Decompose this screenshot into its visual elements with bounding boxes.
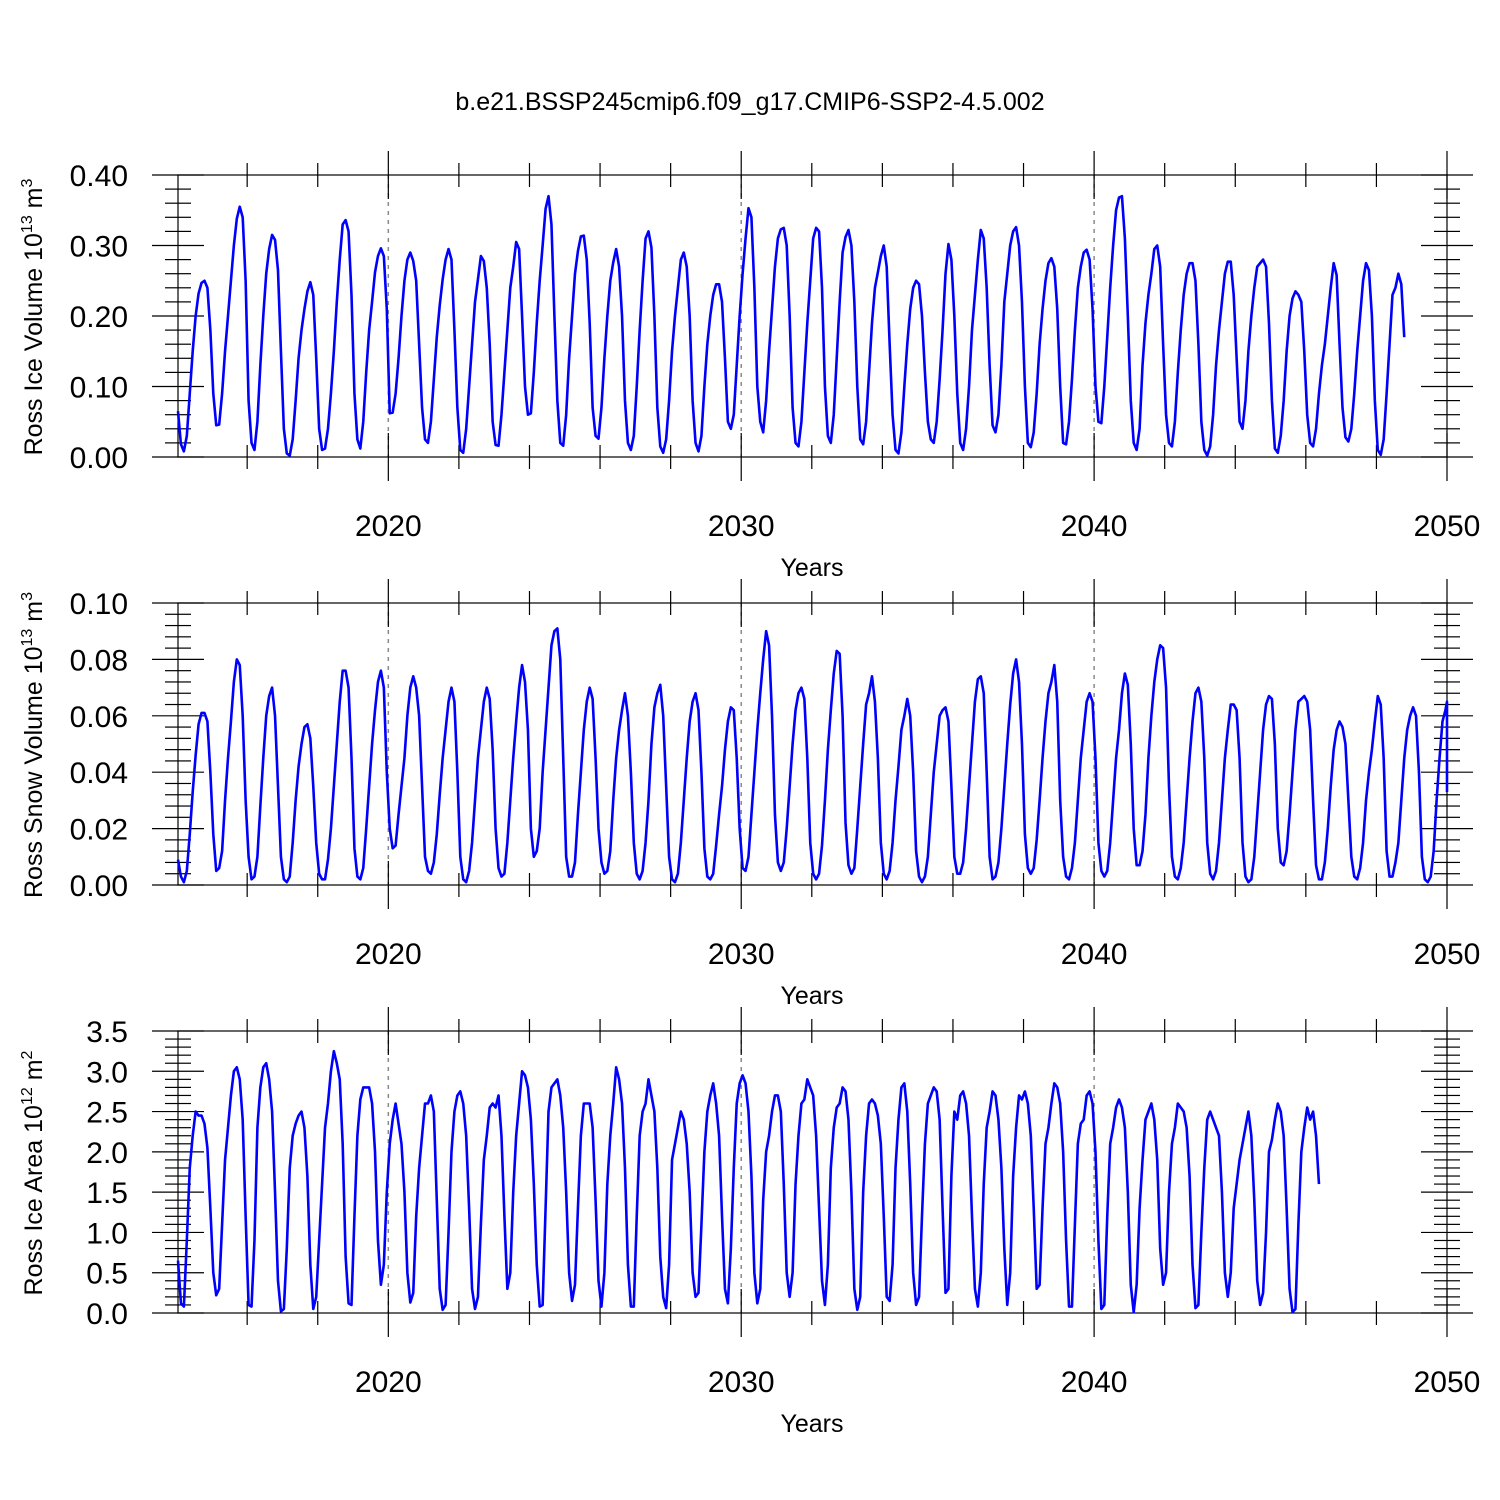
y-tick-label: 0.00	[70, 442, 128, 475]
x-tick-label: 2040	[1061, 938, 1128, 971]
plot-frame	[177, 1030, 1448, 1314]
x-axis-title: Years	[780, 554, 843, 582]
y-tick-label: 0.00	[70, 870, 128, 903]
x-tick-label: 2030	[708, 938, 775, 971]
x-tick-label: 2030	[708, 1366, 775, 1399]
x-tick-label: 2050	[1414, 510, 1481, 543]
y-tick-label: 0.06	[70, 701, 128, 734]
y-tick-label: 0.10	[70, 588, 128, 621]
y-axis-title: Ross Ice Area 1012 m2	[19, 1050, 48, 1295]
chart-panels: 0.00 0.10 0.20 0.30 0.40 2020 2030 2040 2050 Year…	[19, 151, 1480, 1438]
y-tick-label: 0.0	[86, 1298, 128, 1331]
x-tick-label: 2040	[1061, 510, 1128, 543]
x-tick-label: 2050	[1414, 1366, 1481, 1399]
x-tick-label: 2050	[1414, 938, 1481, 971]
y-tick-label: 3.0	[86, 1056, 128, 1089]
y-tick-label: 0.08	[70, 644, 128, 677]
chart-title: b.e21.BSSP245cmip6.f09_g17.CMIP6-SSP2-4.…	[455, 88, 1044, 116]
data-series-line	[176, 627, 1449, 884]
y-axis-title: Ross Snow Volume 1013 m3	[19, 592, 48, 898]
y-tick-label: 1.5	[86, 1177, 128, 1210]
y-tick-label: 0.04	[70, 757, 128, 790]
plot-frame	[177, 174, 1448, 458]
data-series-line	[176, 194, 1406, 457]
data-series-line	[176, 1049, 1321, 1314]
panel-ice-area: 0.0 0.5 1.0 1.5 2.0 2.5 3.0 3.5 2020 2030 2040 2050…	[19, 1007, 1480, 1438]
y-tick-label: 0.20	[70, 301, 128, 334]
x-tick-label: 2030	[708, 510, 775, 543]
y-tick-label: 0.30	[70, 231, 128, 264]
y-tick-label: 0.02	[70, 814, 128, 847]
y-tick-label: 2.0	[86, 1137, 128, 1170]
panel-snow-volume: 0.00 0.02 0.04 0.06 0.08 0.10 2020 2030 2040 2050…	[19, 579, 1480, 1010]
y-tick-label: 0.40	[70, 160, 128, 193]
x-axis-title: Years	[780, 1410, 843, 1438]
y-tick-label: 0.5	[86, 1258, 128, 1291]
y-tick-label: 3.5	[86, 1016, 128, 1049]
x-tick-label: 2020	[355, 1366, 422, 1399]
y-axis-title: Ross Ice Volume 1013 m3	[19, 178, 48, 455]
plot-frame	[177, 602, 1448, 886]
x-axis-title: Years	[780, 982, 843, 1010]
panel-ice-volume: 0.00 0.10 0.20 0.30 0.40 2020 2030 2040 2050 Year…	[19, 151, 1480, 582]
y-tick-label: 0.10	[70, 372, 128, 405]
x-tick-label: 2040	[1061, 1366, 1128, 1399]
x-tick-label: 2020	[355, 938, 422, 971]
y-tick-label: 2.5	[86, 1097, 128, 1130]
y-tick-label: 1.0	[86, 1217, 128, 1250]
x-tick-label: 2020	[355, 510, 422, 543]
